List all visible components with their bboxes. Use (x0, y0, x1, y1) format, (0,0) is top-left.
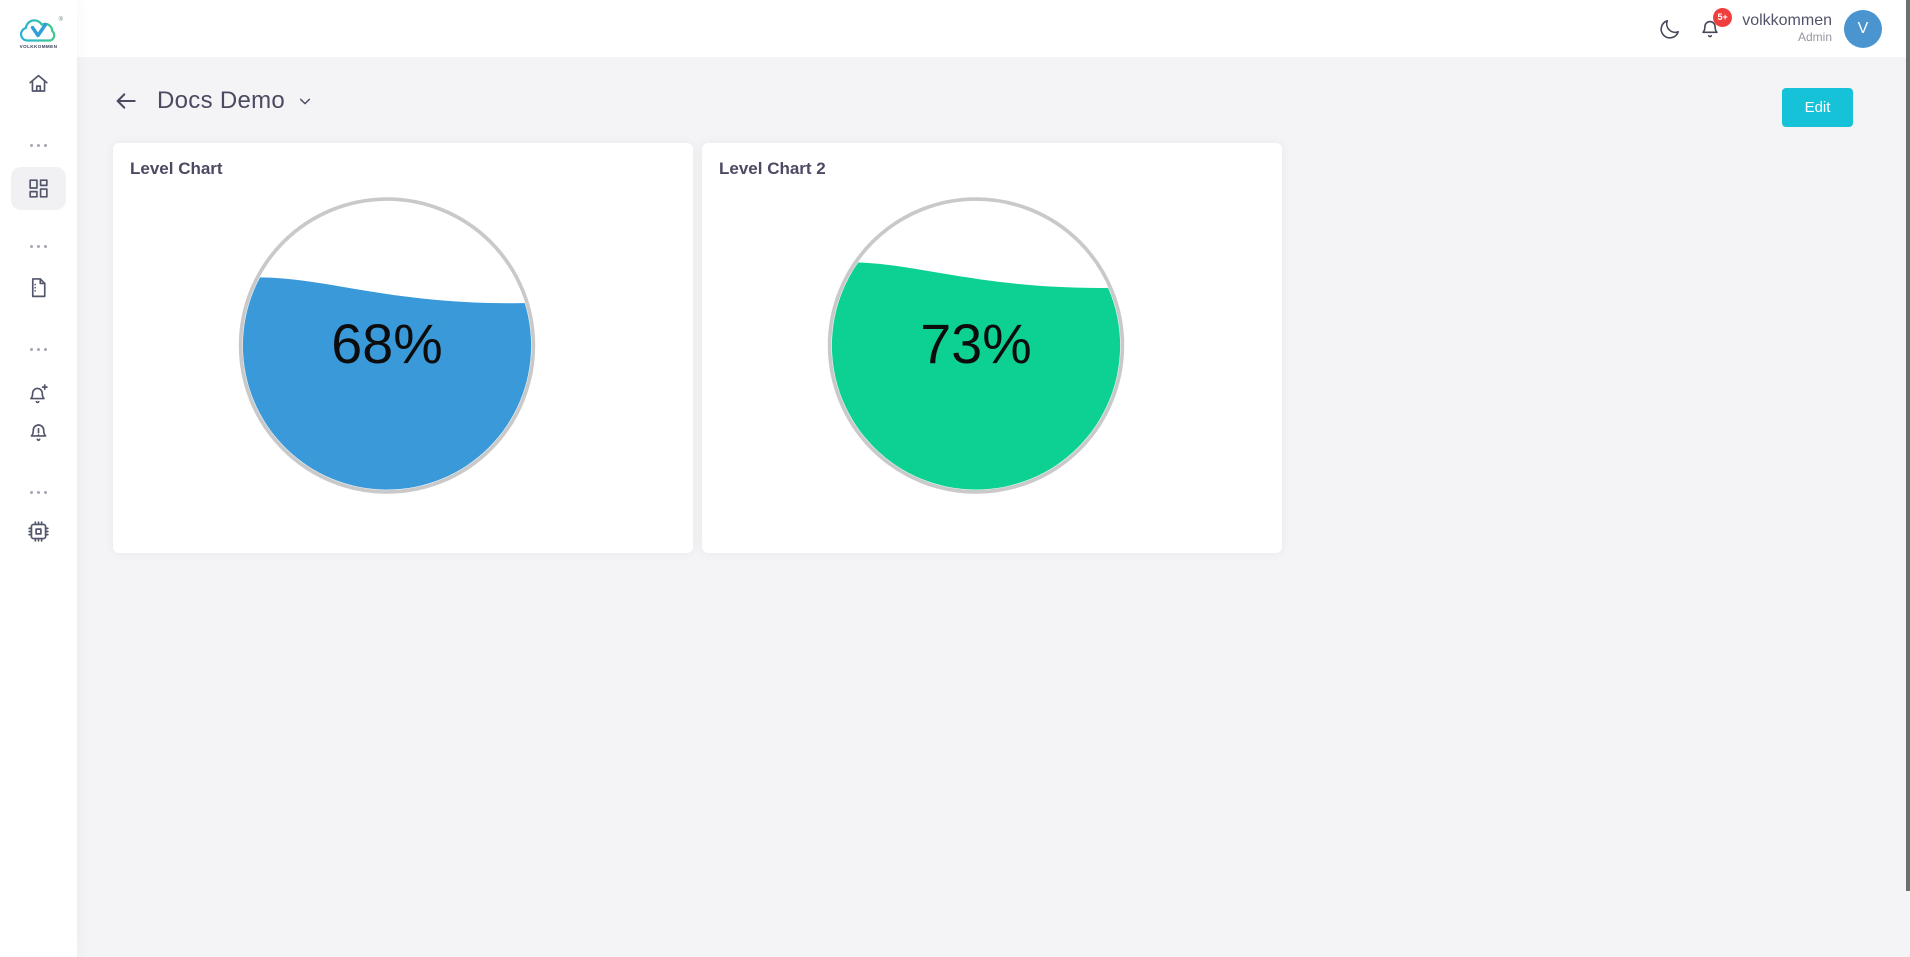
sidebar-item-settings[interactable] (0, 519, 77, 544)
user-role: Admin (1797, 29, 1832, 44)
sidebar-section-divider (0, 144, 77, 147)
notification-count-badge: 5+ (1713, 7, 1733, 27)
gauge-fill (242, 277, 532, 490)
liquid-gauge: 68% (235, 193, 540, 503)
bell-alert-icon (30, 424, 47, 441)
sidebar-item-home[interactable] (0, 71, 77, 96)
avatar[interactable]: V (1844, 9, 1882, 48)
bell-icon (1702, 20, 1718, 37)
page-title-row: Docs Demo (77, 57, 1910, 115)
dashboard-selector-toggle[interactable] (297, 93, 313, 109)
home-icon (29, 74, 48, 92)
gauge-value-label: 73% (920, 313, 1031, 375)
user-menu[interactable]: volkkommen Admin (1742, 12, 1832, 44)
sidebar-item-notification-add[interactable] (0, 382, 77, 407)
dark-mode-toggle[interactable] (1658, 17, 1682, 41)
bell-plus-icon (30, 384, 48, 404)
widget-card-level-chart: Level Chart 68% (113, 143, 693, 553)
main-content: Docs Demo Edit Level Chart 68% (77, 57, 1910, 957)
gauge-value-label: 68% (331, 313, 442, 375)
chevron-down-icon (300, 98, 311, 105)
scrollbar-thumb[interactable] (1906, 0, 1910, 891)
top-header: 5+ volkkommen Admin V (77, 0, 1910, 57)
notifications-button[interactable]: 5+ (1698, 7, 1733, 41)
card-title: Level Chart 2 (719, 159, 826, 178)
user-name: volkkommen (1742, 12, 1832, 30)
sidebar-section-divider (0, 245, 77, 248)
sidebar-item-documents[interactable] (0, 275, 77, 300)
moon-icon (1660, 19, 1680, 39)
logo-wordmark: VOLKKOMMEN (19, 44, 58, 49)
dashboard-icon (29, 179, 48, 198)
arrow-left-icon (116, 93, 136, 109)
app-logo[interactable]: ® VOLKKOMMEN (0, 16, 77, 49)
sidebar-active-highlight (11, 167, 66, 210)
widget-card-level-chart-2: Level Chart 2 73% (702, 143, 1282, 553)
widgets-grid: Level Chart 68% Level Chart 2 (113, 143, 1910, 553)
chip-icon (28, 521, 49, 542)
back-button[interactable] (113, 88, 139, 114)
sidebar-item-alerts[interactable] (0, 420, 77, 445)
sidebar-section-divider (0, 491, 77, 494)
cloud-logo-icon (19, 19, 55, 42)
document-icon (31, 278, 46, 298)
edit-button[interactable]: Edit (1782, 88, 1853, 127)
card-title: Level Chart (130, 159, 223, 178)
registered-mark: ® (58, 17, 63, 23)
sidebar-section-divider (0, 348, 77, 351)
sidebar-item-dashboards[interactable] (0, 176, 77, 201)
page-title: Docs Demo (157, 87, 286, 114)
liquid-gauge: 73% (824, 193, 1129, 503)
sidebar: ® VOLKKOMMEN (0, 0, 77, 957)
gauge-fill (831, 262, 1121, 490)
